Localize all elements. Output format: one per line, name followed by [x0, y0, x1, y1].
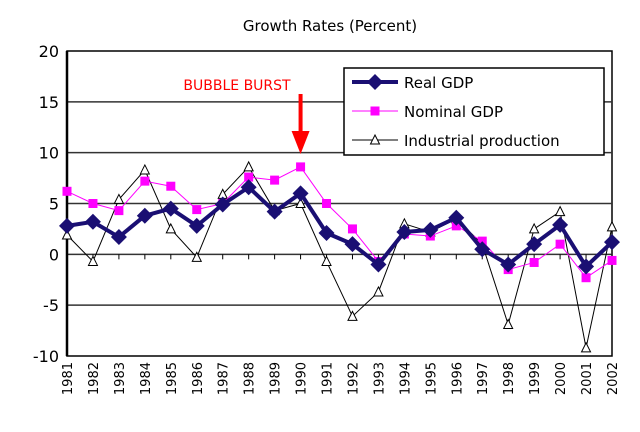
- x-tick-label: 1986: [191, 362, 206, 395]
- data-point-diamond: [240, 179, 257, 196]
- data-point-diamond: [396, 223, 413, 240]
- series-real-gdp: [59, 179, 620, 275]
- x-tick-label: 1987: [217, 362, 232, 395]
- data-point-square: [88, 199, 98, 208]
- data-point-diamond: [162, 200, 179, 217]
- y-tick-label: 20: [39, 42, 59, 61]
- y-tick-label: -5: [43, 296, 59, 315]
- x-tick-label: 1996: [450, 362, 465, 395]
- data-point-diamond: [84, 213, 101, 230]
- data-point-triangle: [502, 318, 514, 329]
- data-point-square: [244, 172, 254, 182]
- data-point-triangle: [606, 220, 618, 232]
- x-tick-label: 1990: [295, 362, 310, 395]
- data-point-triangle: [295, 197, 306, 208]
- x-tick-label: 1989: [269, 362, 284, 395]
- x-tick-label: 2000: [554, 362, 569, 395]
- chart-title: Growth Rates (Percent): [243, 17, 417, 35]
- data-point-triangle: [61, 228, 73, 240]
- data-point-diamond: [59, 217, 75, 234]
- data-point-triangle: [321, 255, 332, 266]
- data-point-diamond: [136, 207, 153, 224]
- legend-label: Nominal GDP: [404, 103, 503, 121]
- data-point-triangle: [528, 222, 540, 234]
- data-point-square: [270, 175, 280, 185]
- data-point-diamond: [292, 185, 309, 202]
- data-point-diamond: [578, 258, 595, 275]
- y-tick-label: 15: [39, 93, 59, 112]
- x-tick-label: 1995: [424, 362, 439, 395]
- data-point-diamond: [367, 74, 383, 90]
- annotation-bubble-burst: BUBBLE BURST: [183, 78, 291, 94]
- data-point-square: [370, 106, 380, 116]
- data-point-triangle: [373, 285, 384, 297]
- data-point-triangle: [347, 310, 358, 321]
- x-tick-label: 1997: [476, 362, 491, 395]
- data-point-square: [62, 186, 72, 196]
- data-point-triangle: [113, 193, 125, 204]
- data-point-diamond: [604, 234, 620, 251]
- data-point-square: [347, 224, 357, 234]
- data-point-triangle: [580, 341, 592, 353]
- x-tick-label: 1999: [528, 362, 543, 395]
- data-point-diamond: [344, 236, 361, 253]
- data-point-diamond: [110, 229, 127, 246]
- x-tick-label: 1993: [372, 362, 387, 395]
- data-point-triangle: [243, 160, 254, 172]
- data-point-triangle: [87, 255, 99, 266]
- x-tick-label: 2002: [606, 362, 621, 395]
- data-point-diamond: [214, 196, 231, 213]
- x-tick-label: 1991: [321, 362, 336, 395]
- data-point-diamond: [188, 217, 205, 234]
- x-tick-label: 1988: [243, 362, 258, 395]
- data-point-square: [322, 199, 332, 208]
- data-point-square: [114, 206, 124, 216]
- data-point-diamond: [552, 216, 569, 233]
- data-point-diamond: [526, 236, 543, 253]
- legend: Real GDP Nominal GDP Industrial production: [343, 67, 605, 156]
- x-tick-label: 2001: [580, 362, 595, 395]
- series-line: [66, 166, 613, 348]
- data-point-square: [555, 239, 565, 249]
- data-point-square: [296, 162, 306, 172]
- annotation-arrow-head: [291, 131, 310, 154]
- data-point-diamond: [318, 224, 335, 241]
- y-tick-label: -10: [33, 347, 59, 366]
- x-tick-label: 1994: [398, 362, 413, 395]
- data-point-triangle: [139, 163, 151, 175]
- legend-label: Industrial production: [404, 132, 560, 150]
- data-point-square: [477, 236, 487, 246]
- data-point-triangle: [369, 133, 381, 145]
- data-point-square: [529, 257, 539, 267]
- series-line: [66, 184, 614, 270]
- data-point-diamond: [422, 221, 439, 238]
- x-tick-label: 1992: [346, 362, 361, 395]
- x-tick-label: 1981: [61, 362, 76, 395]
- x-tick-label: 1984: [139, 362, 154, 395]
- x-tick-label: 1985: [165, 362, 180, 395]
- x-tick-label: 1983: [113, 362, 128, 395]
- data-point-square: [581, 273, 591, 283]
- data-point-square: [451, 221, 461, 231]
- series-line: [66, 166, 613, 279]
- data-point-square: [192, 205, 202, 215]
- data-point-triangle: [554, 205, 566, 217]
- data-point-square: [166, 181, 176, 191]
- y-tick-label: 10: [39, 144, 59, 163]
- data-point-diamond: [266, 203, 283, 220]
- y-tick-label: 0: [49, 245, 59, 264]
- data-point-triangle: [165, 222, 177, 234]
- data-point-square: [607, 255, 617, 265]
- x-tick-label: 1982: [87, 362, 102, 395]
- data-point-diamond: [448, 209, 465, 226]
- data-point-diamond: [500, 256, 517, 273]
- x-tick-label: 1998: [502, 362, 517, 395]
- data-point-triangle: [191, 251, 203, 262]
- legend-label: Real GDP: [404, 74, 473, 92]
- data-point-diamond: [370, 256, 387, 273]
- data-point-diamond: [474, 241, 491, 258]
- y-tick-label: 5: [49, 195, 59, 214]
- data-point-square: [140, 176, 150, 186]
